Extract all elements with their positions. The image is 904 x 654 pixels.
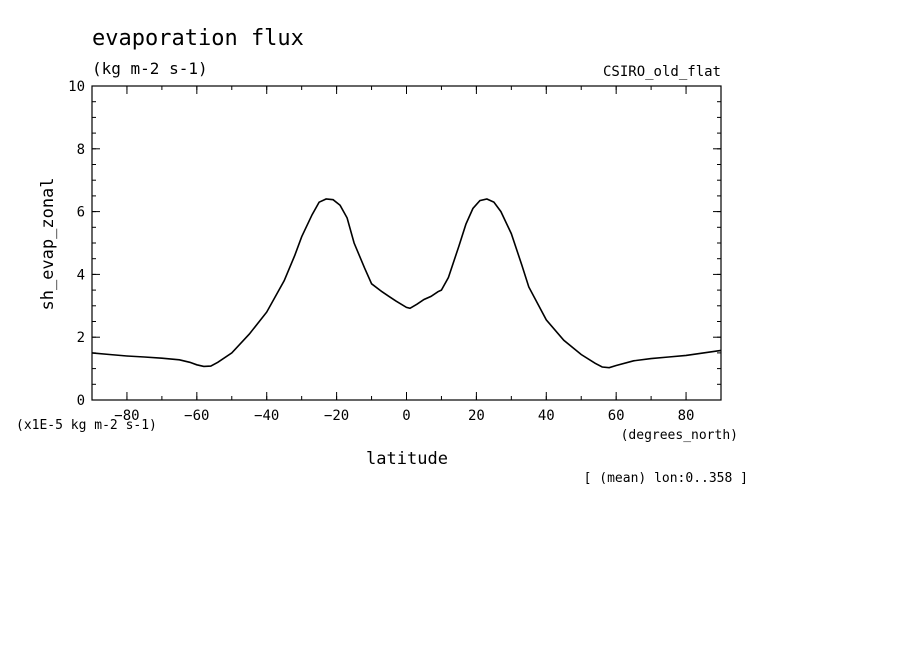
x-tick-label: 60 [608, 408, 625, 424]
plot-border [91, 85, 722, 401]
x-tick-label: −60 [184, 408, 209, 424]
y-tick-label: 10 [68, 79, 85, 95]
y-tick-label: 6 [77, 205, 85, 221]
x-tick-label: 0 [402, 408, 410, 424]
footnote: [ (mean) lon:0..358 ] [584, 471, 748, 486]
y-tick-label: 4 [77, 267, 85, 283]
x-tick-label: 40 [538, 408, 555, 424]
x-tick-label: −40 [254, 408, 279, 424]
tick-labels: −80 −60 −40 −20 0 20 40 60 80 0 2 4 6 8 10 [68, 79, 694, 424]
x-tick-label: 20 [468, 408, 485, 424]
x-tick-label: −20 [324, 408, 349, 424]
y-tick-label: 8 [77, 142, 85, 158]
x-units-label: (degrees_north) [621, 428, 738, 443]
chart-subtitle: (kg m-2 s-1) [92, 59, 208, 78]
dataset-label: CSIRO_old_flat [603, 64, 721, 80]
x-tick-label: −80 [114, 408, 139, 424]
y-units-label: (x1E-5 kg m-2 s-1) [16, 418, 157, 433]
y-tick-label: 0 [77, 393, 85, 409]
x-axis-label: latitude [366, 449, 448, 469]
chart-title: evaporation flux [92, 26, 304, 51]
x-tick-label: 80 [678, 408, 695, 424]
series-line [91, 198, 722, 369]
y-tick-label: 2 [77, 330, 85, 346]
plot-frame [91, 85, 722, 401]
y-axis-label: sh_evap_zonal [38, 177, 58, 310]
axis-ticks [91, 85, 722, 401]
